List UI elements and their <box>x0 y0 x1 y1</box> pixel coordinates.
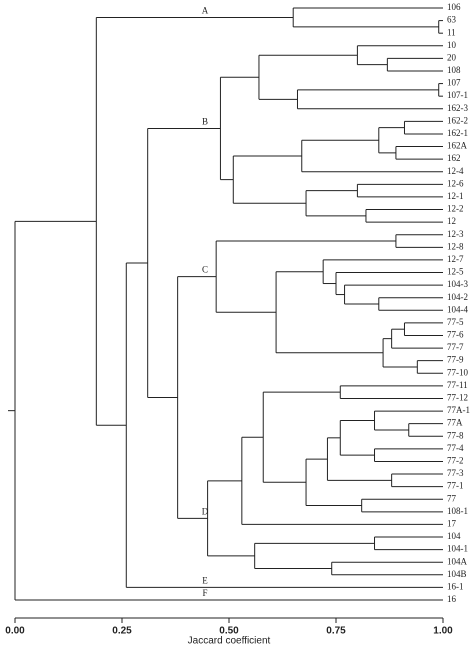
leaf-label: 12 <box>447 216 456 226</box>
leaf-label: 63 <box>447 15 457 25</box>
leaf-label: 108-1 <box>447 506 468 516</box>
leaf-label: 77-1 <box>447 481 464 491</box>
leaf-label: 77-9 <box>447 355 464 365</box>
leaf-label: 16 <box>447 594 457 604</box>
leaf-label: 20 <box>447 52 457 62</box>
leaf-label: 104-2 <box>447 292 468 302</box>
x-tick-label: 0.00 <box>5 626 25 637</box>
leaf-label: 162A <box>447 141 468 151</box>
leaf-label: 77-11 <box>447 380 468 390</box>
leaf-label: 107 <box>447 78 461 88</box>
cluster-label: E <box>202 575 208 585</box>
leaf-label: 77-3 <box>447 468 464 478</box>
leaf-label: 77A <box>447 418 463 428</box>
leaf-label: 12-5 <box>447 267 464 277</box>
x-tick-label: 0.50 <box>219 626 239 637</box>
leaf-label: 104-3 <box>447 279 468 289</box>
leaf-label: 77-2 <box>447 456 464 466</box>
leaf-label: 12-7 <box>447 254 464 264</box>
leaf-label: 17 <box>447 518 457 528</box>
leaf-label: 162-2 <box>447 115 468 125</box>
cluster-label: D <box>202 506 209 516</box>
leaf-label: 12-1 <box>447 191 464 201</box>
leaf-label: 12-4 <box>447 166 464 176</box>
leaf-label: 77A-1 <box>447 405 470 415</box>
leaf-label: 106 <box>447 2 461 12</box>
leaf-label: 104-4 <box>447 304 468 314</box>
x-tick-label: 0.25 <box>112 626 132 637</box>
leaf-label: 77-6 <box>447 330 464 340</box>
leaf-label: 16-1 <box>447 581 464 591</box>
cluster-label: F <box>202 588 207 598</box>
leaf-label: 77-5 <box>447 317 464 327</box>
leaf-label: 10 <box>447 40 457 50</box>
leaf-label: 104A <box>447 556 468 566</box>
leaf-label: 104-1 <box>447 544 468 554</box>
leaf-label: 11 <box>447 27 456 37</box>
leaf-label: 12-6 <box>447 178 464 188</box>
leaf-label: 162-3 <box>447 103 468 113</box>
leaf-label: 107-1 <box>447 90 468 100</box>
leaf-label: 12-2 <box>447 204 464 214</box>
leaf-label: 104B <box>447 569 467 579</box>
leaf-label: 77 <box>447 493 457 503</box>
leaf-label: 108 <box>447 65 461 75</box>
leaf-label: 77-12 <box>447 393 468 403</box>
x-tick-label: 1.00 <box>433 626 453 637</box>
cluster-label: A <box>202 6 209 16</box>
leaf-label: 162-1 <box>447 128 468 138</box>
x-tick-label: 0.75 <box>326 626 346 637</box>
leaf-label: 77-4 <box>447 443 464 453</box>
leaf-label: 12-8 <box>447 241 464 251</box>
x-axis-label: Jaccard coefficient <box>188 636 271 647</box>
cluster-label: B <box>202 117 208 127</box>
leaf-label: 77-7 <box>447 342 464 352</box>
leaf-label: 104 <box>447 531 461 541</box>
leaf-label: 12-3 <box>447 229 464 239</box>
cluster-label: C <box>202 265 208 275</box>
leaf-label: 77-8 <box>447 430 464 440</box>
leaf-label: 77-10 <box>447 367 468 377</box>
leaf-label: 162 <box>447 153 461 163</box>
